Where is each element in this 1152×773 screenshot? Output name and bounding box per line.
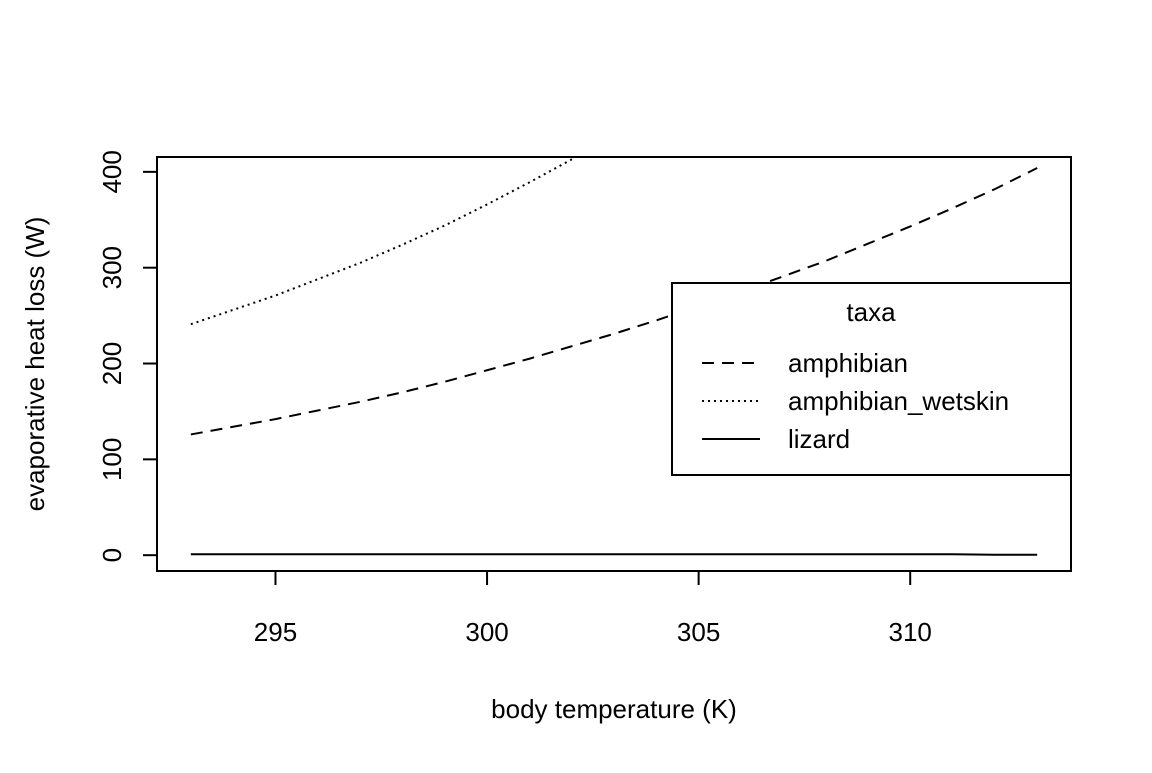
x-tick-label: 305: [677, 617, 720, 647]
y-tick-label: 0: [97, 548, 127, 562]
legend-title: taxa: [846, 297, 896, 327]
x-tick-label: 300: [465, 617, 508, 647]
x-axis-label: body temperature (K): [491, 694, 737, 724]
y-tick-label: 400: [97, 150, 127, 193]
y-tick-label: 100: [97, 438, 127, 481]
y-axis-label: evaporative heat loss (W): [20, 217, 50, 512]
legend-label: amphibian_wetskin: [788, 386, 1009, 416]
y-tick-label: 300: [97, 246, 127, 289]
legend-label: amphibian: [788, 348, 908, 378]
legend-label: lizard: [788, 424, 850, 454]
x-tick-label: 310: [889, 617, 932, 647]
series-line: [191, 0, 1037, 324]
x-tick-label: 295: [254, 617, 297, 647]
y-tick-label: 200: [97, 342, 127, 385]
